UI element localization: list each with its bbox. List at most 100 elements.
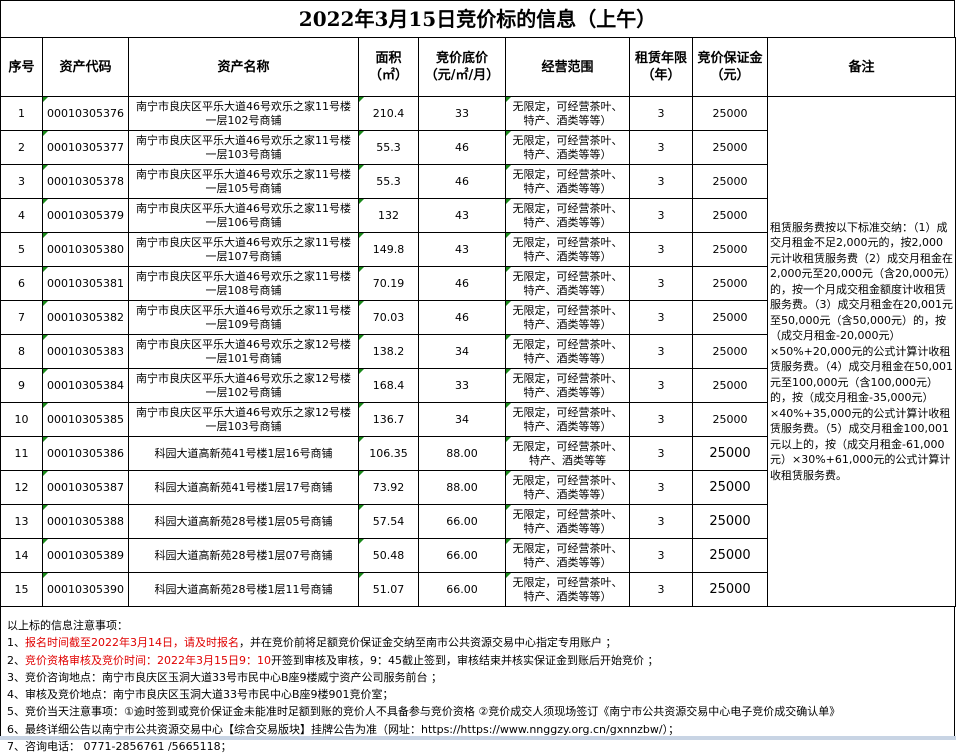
cell-code[interactable]: 00010305378 xyxy=(42,164,129,199)
cell-years[interactable]: 3 xyxy=(629,436,693,471)
cell-area[interactable]: 138.2 xyxy=(358,334,419,369)
cell-years[interactable]: 3 xyxy=(629,232,693,267)
cell-seq[interactable]: 4 xyxy=(0,198,43,233)
cell-scope[interactable]: 无限定，可经营茶叶、特产、酒类等等） xyxy=(505,368,630,403)
cell-code[interactable]: 00010305387 xyxy=(42,470,129,505)
header-col-scope[interactable]: 经营范围 xyxy=(505,37,630,97)
cell-deposit[interactable]: 25000 xyxy=(692,198,768,233)
cell-seq[interactable]: 2 xyxy=(0,130,43,165)
header-col-years[interactable]: 租赁年限（年） xyxy=(629,37,693,97)
cell-price[interactable]: 46 xyxy=(418,266,506,301)
cell-scope[interactable]: 无限定，可经营茶叶、特产、酒类等等） xyxy=(505,232,630,267)
cell-years[interactable]: 3 xyxy=(629,164,693,199)
cell-seq[interactable]: 15 xyxy=(0,572,43,607)
cell-name[interactable]: 南宁市良庆区平乐大道46号欢乐之家11号楼一层109号商铺 xyxy=(128,300,359,335)
cell-area[interactable]: 106.35 xyxy=(358,436,419,471)
cell-code[interactable]: 00010305384 xyxy=(42,368,129,403)
cell-price[interactable]: 43 xyxy=(418,198,506,233)
cell-area[interactable]: 50.48 xyxy=(358,538,419,573)
cell-seq[interactable]: 6 xyxy=(0,266,43,301)
cell-area[interactable]: 51.07 xyxy=(358,572,419,607)
cell-years[interactable]: 3 xyxy=(629,368,693,403)
cell-price[interactable]: 34 xyxy=(418,334,506,369)
cell-name[interactable]: 科园大道高新苑28号楼1层11号商铺 xyxy=(128,572,359,607)
cell-scope[interactable]: 无限定，可经营茶叶、特产、酒类等等） xyxy=(505,402,630,437)
cell-price[interactable]: 66.00 xyxy=(418,572,506,607)
cell-deposit[interactable]: 25000 xyxy=(692,504,768,539)
cell-deposit[interactable]: 25000 xyxy=(692,368,768,403)
cell-deposit[interactable]: 25000 xyxy=(692,300,768,335)
cell-deposit[interactable]: 25000 xyxy=(692,130,768,165)
cell-scope[interactable]: 无限定，可经营茶叶、特产、酒类等等） xyxy=(505,572,630,607)
cell-years[interactable]: 3 xyxy=(629,198,693,233)
cell-price[interactable]: 46 xyxy=(418,130,506,165)
header-col-name[interactable]: 资产名称 xyxy=(128,37,359,97)
cell-code[interactable]: 00010305389 xyxy=(42,538,129,573)
cell-name[interactable]: 南宁市良庆区平乐大道46号欢乐之家12号楼一层102号商铺 xyxy=(128,368,359,403)
cell-price[interactable]: 88.00 xyxy=(418,470,506,505)
cell-area[interactable]: 55.3 xyxy=(358,130,419,165)
cell-deposit[interactable]: 25000 xyxy=(692,572,768,607)
cell-area[interactable]: 70.19 xyxy=(358,266,419,301)
cell-code[interactable]: 00010305386 xyxy=(42,436,129,471)
cell-deposit[interactable]: 25000 xyxy=(692,164,768,199)
cell-code[interactable]: 00010305380 xyxy=(42,232,129,267)
cell-price[interactable]: 43 xyxy=(418,232,506,267)
cell-deposit[interactable]: 25000 xyxy=(692,470,768,505)
cell-years[interactable]: 3 xyxy=(629,504,693,539)
cell-area[interactable]: 57.54 xyxy=(358,504,419,539)
cell-seq[interactable]: 3 xyxy=(0,164,43,199)
cell-name[interactable]: 南宁市良庆区平乐大道46号欢乐之家11号楼一层107号商铺 xyxy=(128,232,359,267)
cell-scope[interactable]: 无限定，可经营茶叶、特产、酒类等等） xyxy=(505,198,630,233)
cell-remark[interactable]: 租赁服务费按以下标准交纳：（1）成交月租金不足2,000元的，按2,000元计收… xyxy=(767,96,956,607)
cell-price[interactable]: 88.00 xyxy=(418,436,506,471)
cell-price[interactable]: 46 xyxy=(418,300,506,335)
cell-code[interactable]: 00010305385 xyxy=(42,402,129,437)
cell-price[interactable]: 33 xyxy=(418,96,506,131)
cell-deposit[interactable]: 25000 xyxy=(692,402,768,437)
cell-scope[interactable]: 无限定，可经营茶叶、特产、酒类等等） xyxy=(505,300,630,335)
cell-price[interactable]: 46 xyxy=(418,164,506,199)
cell-seq[interactable]: 1 xyxy=(0,96,43,131)
cell-code[interactable]: 00010305381 xyxy=(42,266,129,301)
cell-seq[interactable]: 9 xyxy=(0,368,43,403)
cell-seq[interactable]: 12 xyxy=(0,470,43,505)
cell-scope[interactable]: 无限定，可经营茶叶、特产、酒类等等） xyxy=(505,130,630,165)
cell-seq[interactable]: 13 xyxy=(0,504,43,539)
cell-area[interactable]: 132 xyxy=(358,198,419,233)
cell-price[interactable]: 66.00 xyxy=(418,538,506,573)
cell-name[interactable]: 南宁市良庆区平乐大道46号欢乐之家11号楼一层106号商铺 xyxy=(128,198,359,233)
header-col-remark[interactable]: 备注 xyxy=(767,37,956,97)
cell-seq[interactable]: 10 xyxy=(0,402,43,437)
cell-years[interactable]: 3 xyxy=(629,334,693,369)
cell-scope[interactable]: 无限定，可经营茶叶、特产、酒类等等） xyxy=(505,96,630,131)
cell-years[interactable]: 3 xyxy=(629,266,693,301)
cell-price[interactable]: 34 xyxy=(418,402,506,437)
cell-name[interactable]: 南宁市良庆区平乐大道46号欢乐之家11号楼一层102号商铺 xyxy=(128,96,359,131)
cell-code[interactable]: 00010305383 xyxy=(42,334,129,369)
cell-deposit[interactable]: 25000 xyxy=(692,232,768,267)
cell-seq[interactable]: 7 xyxy=(0,300,43,335)
cell-code[interactable]: 00010305379 xyxy=(42,198,129,233)
cell-area[interactable]: 73.92 xyxy=(358,470,419,505)
cell-years[interactable]: 3 xyxy=(629,538,693,573)
cell-years[interactable]: 3 xyxy=(629,130,693,165)
cell-code[interactable]: 00010305388 xyxy=(42,504,129,539)
cell-deposit[interactable]: 25000 xyxy=(692,96,768,131)
cell-code[interactable]: 00010305390 xyxy=(42,572,129,607)
cell-area[interactable]: 210.4 xyxy=(358,96,419,131)
header-col-price[interactable]: 竞价底价（元/㎡/月） xyxy=(418,37,506,97)
cell-seq[interactable]: 5 xyxy=(0,232,43,267)
cell-name[interactable]: 南宁市良庆区平乐大道46号欢乐之家11号楼一层105号商铺 xyxy=(128,164,359,199)
cell-name[interactable]: 科园大道高新苑28号楼1层07号商铺 xyxy=(128,538,359,573)
header-col-seq[interactable]: 序号 xyxy=(0,37,43,97)
cell-deposit[interactable]: 25000 xyxy=(692,334,768,369)
cell-years[interactable]: 3 xyxy=(629,96,693,131)
cell-name[interactable]: 科园大道高新苑41号楼1层17号商铺 xyxy=(128,470,359,505)
header-col-code[interactable]: 资产代码 xyxy=(42,37,129,97)
cell-seq[interactable]: 11 xyxy=(0,436,43,471)
cell-scope[interactable]: 无限定，可经营茶叶、特产、酒类等等 xyxy=(505,436,630,471)
cell-area[interactable]: 70.03 xyxy=(358,300,419,335)
cell-price[interactable]: 33 xyxy=(418,368,506,403)
cell-code[interactable]: 00010305377 xyxy=(42,130,129,165)
